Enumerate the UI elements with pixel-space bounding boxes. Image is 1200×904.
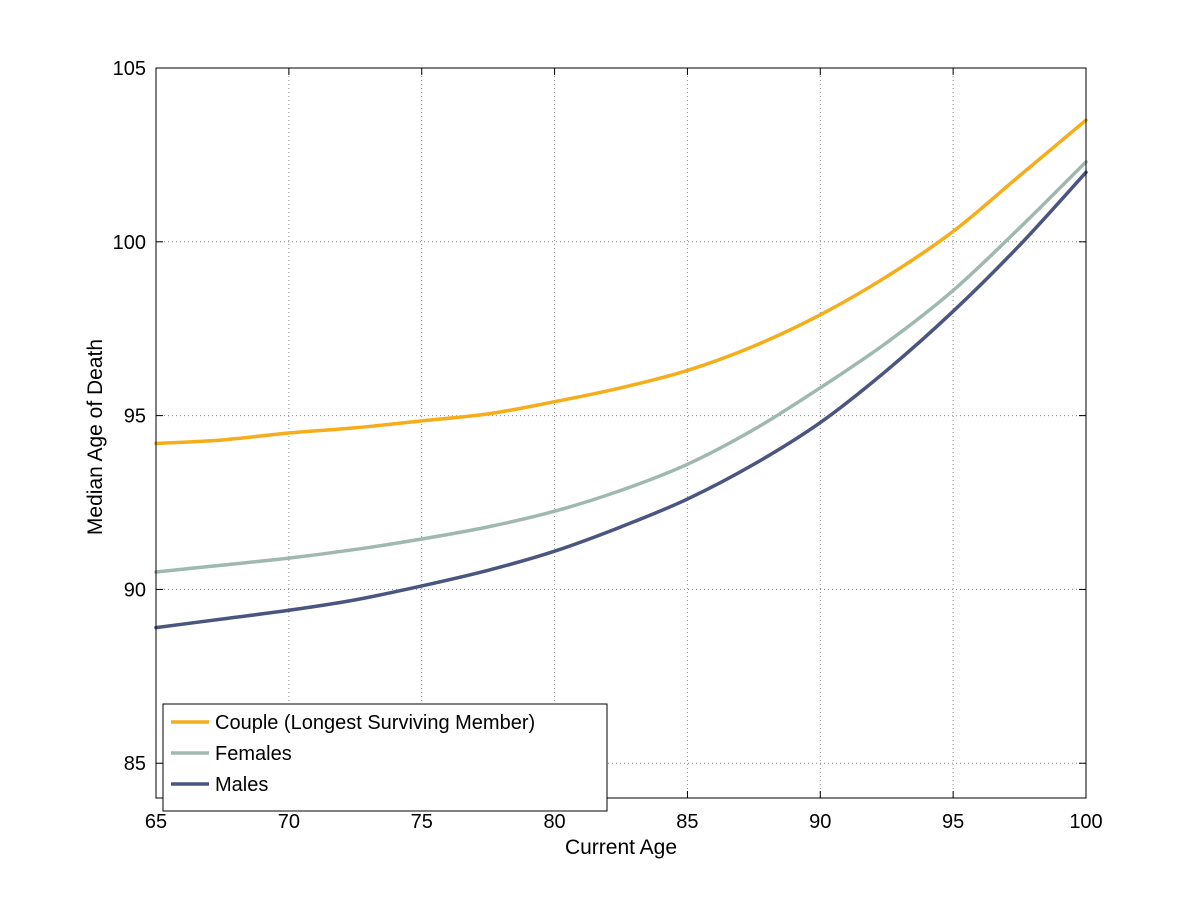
x-tick-label: 85 <box>676 811 698 833</box>
y-tick-label: 85 <box>124 753 146 775</box>
plot-area-frame <box>155 67 1087 799</box>
legend-label: Males <box>215 774 268 796</box>
y-tick-label: 105 <box>113 58 146 80</box>
series-line-1 <box>154 118 1088 446</box>
x-tick-label: 95 <box>942 811 964 833</box>
x-tick-label: 75 <box>411 811 433 833</box>
y-tick-label: 90 <box>124 579 146 601</box>
legend-box <box>162 703 608 812</box>
y-tick-label: 100 <box>113 232 146 254</box>
y-axis-title: Median Age of Death <box>84 339 107 535</box>
y-tick-label: 95 <box>124 406 146 428</box>
x-tick-label: 70 <box>278 811 300 833</box>
legend: Couple (Longest Surviving Member) Females… <box>162 703 608 812</box>
x-tick-label: 65 <box>145 811 167 833</box>
legend-label: Couple (Longest Surviving Member) <box>215 712 535 734</box>
legend-label: Females <box>215 743 292 765</box>
axis-ticks: 65 70 75 80 85 90 95 100 85 90 95 100 105 <box>113 58 1103 833</box>
x-tick-label: 90 <box>809 811 831 833</box>
series-line-3 <box>154 170 1088 630</box>
grid <box>156 68 1086 798</box>
x-tick-label: 100 <box>1069 811 1102 833</box>
series-lines <box>154 118 1088 630</box>
series-line-2 <box>154 160 1088 574</box>
x-axis-title: Current Age <box>565 836 677 859</box>
x-tick-label: 80 <box>543 811 565 833</box>
